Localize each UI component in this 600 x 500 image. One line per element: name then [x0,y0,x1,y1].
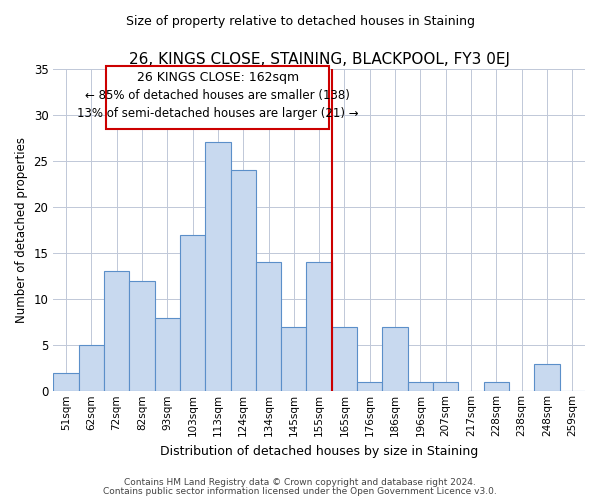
Bar [129,280,155,392]
Bar [357,382,382,392]
FancyBboxPatch shape [106,66,329,128]
Bar [307,262,332,392]
Bar [281,326,307,392]
Bar [180,234,205,392]
Text: ← 85% of detached houses are smaller (138): ← 85% of detached houses are smaller (13… [85,89,350,102]
X-axis label: Distribution of detached houses by size in Staining: Distribution of detached houses by size … [160,444,478,458]
Bar [433,382,458,392]
Bar [408,382,433,392]
Bar [230,170,256,392]
Bar [332,326,357,392]
Text: Size of property relative to detached houses in Staining: Size of property relative to detached ho… [125,14,475,28]
Bar [484,382,509,392]
Title: 26, KINGS CLOSE, STAINING, BLACKPOOL, FY3 0EJ: 26, KINGS CLOSE, STAINING, BLACKPOOL, FY… [128,52,509,68]
Text: 13% of semi-detached houses are larger (21) →: 13% of semi-detached houses are larger (… [77,108,359,120]
Bar [205,142,230,392]
Bar [79,345,104,392]
Bar [155,318,180,392]
Y-axis label: Number of detached properties: Number of detached properties [15,137,28,323]
Text: Contains public sector information licensed under the Open Government Licence v3: Contains public sector information licen… [103,487,497,496]
Bar [104,272,129,392]
Bar [382,326,408,392]
Text: 26 KINGS CLOSE: 162sqm: 26 KINGS CLOSE: 162sqm [137,70,299,84]
Bar [535,364,560,392]
Bar [53,373,79,392]
Text: Contains HM Land Registry data © Crown copyright and database right 2024.: Contains HM Land Registry data © Crown c… [124,478,476,487]
Bar [256,262,281,392]
